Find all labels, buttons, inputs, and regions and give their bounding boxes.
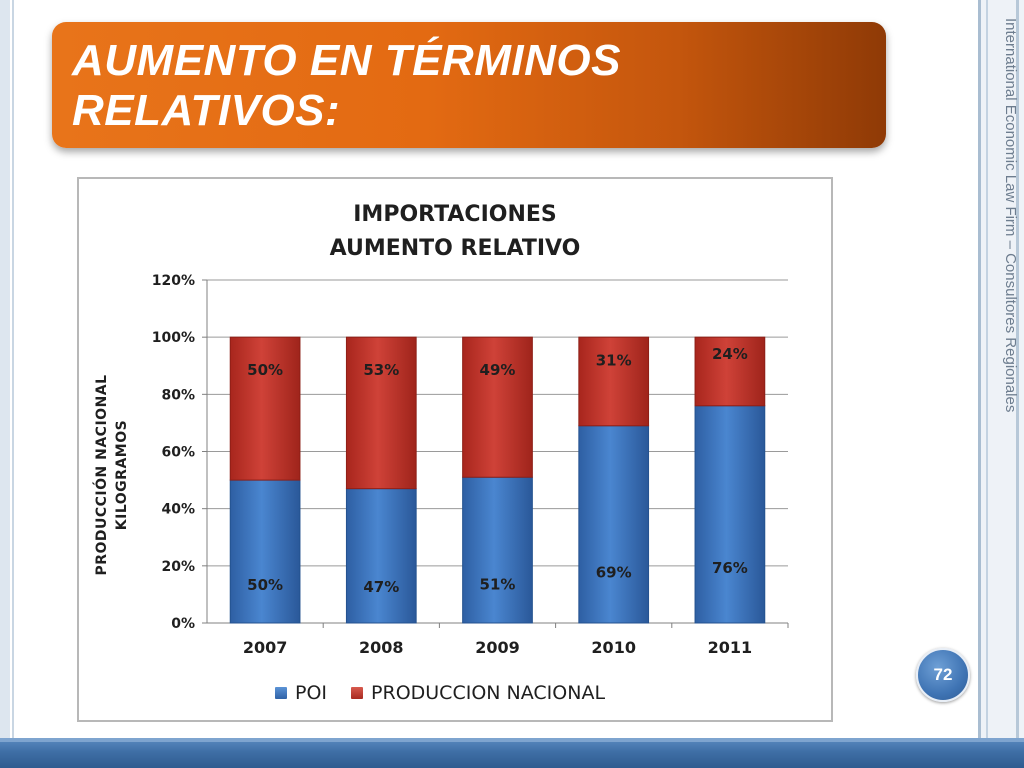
y-tick-label: 60%: [161, 445, 195, 461]
bar-poi: [694, 405, 766, 624]
data-label: 53%: [363, 361, 399, 379]
bar-produccion-nacional: [694, 336, 766, 407]
slide-title: AUMENTO EN TÉRMINOS RELATIVOS:: [72, 36, 872, 136]
data-label: 76%: [712, 559, 748, 577]
frame-left-band: [0, 0, 10, 740]
bar-poi: [229, 479, 301, 624]
y-tick-label: 0%: [171, 616, 195, 632]
x-tick-label: 2007: [243, 638, 288, 657]
data-label: 47%: [363, 578, 399, 596]
legend-label-poi: POI: [295, 682, 328, 704]
data-label: 24%: [712, 345, 748, 363]
x-tick-label: 2011: [708, 638, 753, 657]
y-tick-label: 80%: [161, 387, 195, 403]
slide-title-line2: RELATIVOS:: [72, 86, 341, 135]
legend-swatch-poi: [275, 687, 287, 699]
chart-title-line2: AUMENTO RELATIVO: [329, 236, 581, 261]
footer-bar: [0, 738, 1024, 768]
slide-title-line1: AUMENTO EN TÉRMINOS: [72, 36, 621, 85]
frame-right-line: [1016, 0, 1019, 740]
page-number-badge: 72: [916, 648, 970, 702]
bar-produccion-nacional: [345, 336, 417, 490]
y-tick-label: 120%: [152, 273, 195, 289]
legend-label-produccion: PRODUCCION NACIONAL: [371, 682, 606, 704]
y-tick-label: 40%: [161, 502, 195, 518]
data-label: 51%: [480, 575, 516, 593]
data-label: 69%: [596, 564, 632, 582]
data-label: 50%: [247, 361, 283, 379]
data-label: 50%: [247, 576, 283, 594]
frame-right-line: [978, 0, 981, 740]
y-tick-label: 20%: [161, 559, 195, 575]
bar-poi: [578, 425, 650, 624]
legend-item-produccion: PRODUCCION NACIONAL: [351, 682, 605, 704]
bar-poi: [345, 488, 417, 624]
chart-title: IMPORTACIONES AUMENTO RELATIVO: [77, 198, 833, 266]
chart-title-line1: IMPORTACIONES: [353, 202, 557, 227]
footer-bar-highlight: [0, 738, 1024, 742]
x-tick-label: 2010: [591, 638, 636, 657]
legend-swatch-produccion: [351, 687, 364, 699]
x-tick-label: 2009: [475, 638, 520, 657]
chart-legend: POI PRODUCCION NACIONAL: [275, 680, 605, 706]
frame-right-line: [986, 0, 988, 740]
frame-left-line: [12, 0, 14, 740]
bar-poi: [462, 476, 533, 624]
y-tick-label: 100%: [152, 330, 195, 346]
data-label: 49%: [480, 361, 516, 379]
bar-produccion-nacional: [462, 336, 533, 478]
title-banner: [52, 22, 886, 148]
x-tick-label: 2008: [359, 638, 404, 657]
bar-produccion-nacional: [578, 336, 650, 427]
data-label: 31%: [596, 352, 632, 370]
legend-item-poi: POI: [275, 682, 327, 704]
bar-produccion-nacional: [229, 336, 301, 481]
page-number: 72: [933, 665, 953, 684]
